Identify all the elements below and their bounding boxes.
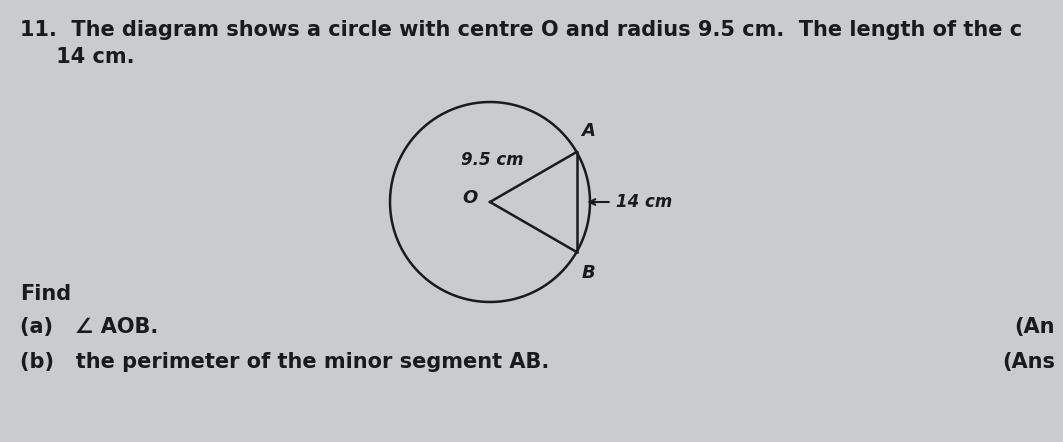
Text: 11.  The diagram shows a circle with centre O and radius 9.5 cm.  The length of : 11. The diagram shows a circle with cent… <box>20 20 1023 40</box>
Text: (Ans: (Ans <box>1002 352 1054 372</box>
Text: (b)   the perimeter of the minor segment AB.: (b) the perimeter of the minor segment A… <box>20 352 550 372</box>
Text: 14 cm.: 14 cm. <box>20 47 135 67</box>
Text: (An: (An <box>1014 317 1054 337</box>
Text: 9.5 cm: 9.5 cm <box>460 151 523 169</box>
Text: O: O <box>462 189 478 207</box>
Text: 14 cm: 14 cm <box>615 193 672 211</box>
Text: Find: Find <box>20 284 71 304</box>
Text: (a)   ∠ AOB.: (a) ∠ AOB. <box>20 317 158 337</box>
Text: A: A <box>581 122 595 140</box>
Text: B: B <box>581 264 595 282</box>
